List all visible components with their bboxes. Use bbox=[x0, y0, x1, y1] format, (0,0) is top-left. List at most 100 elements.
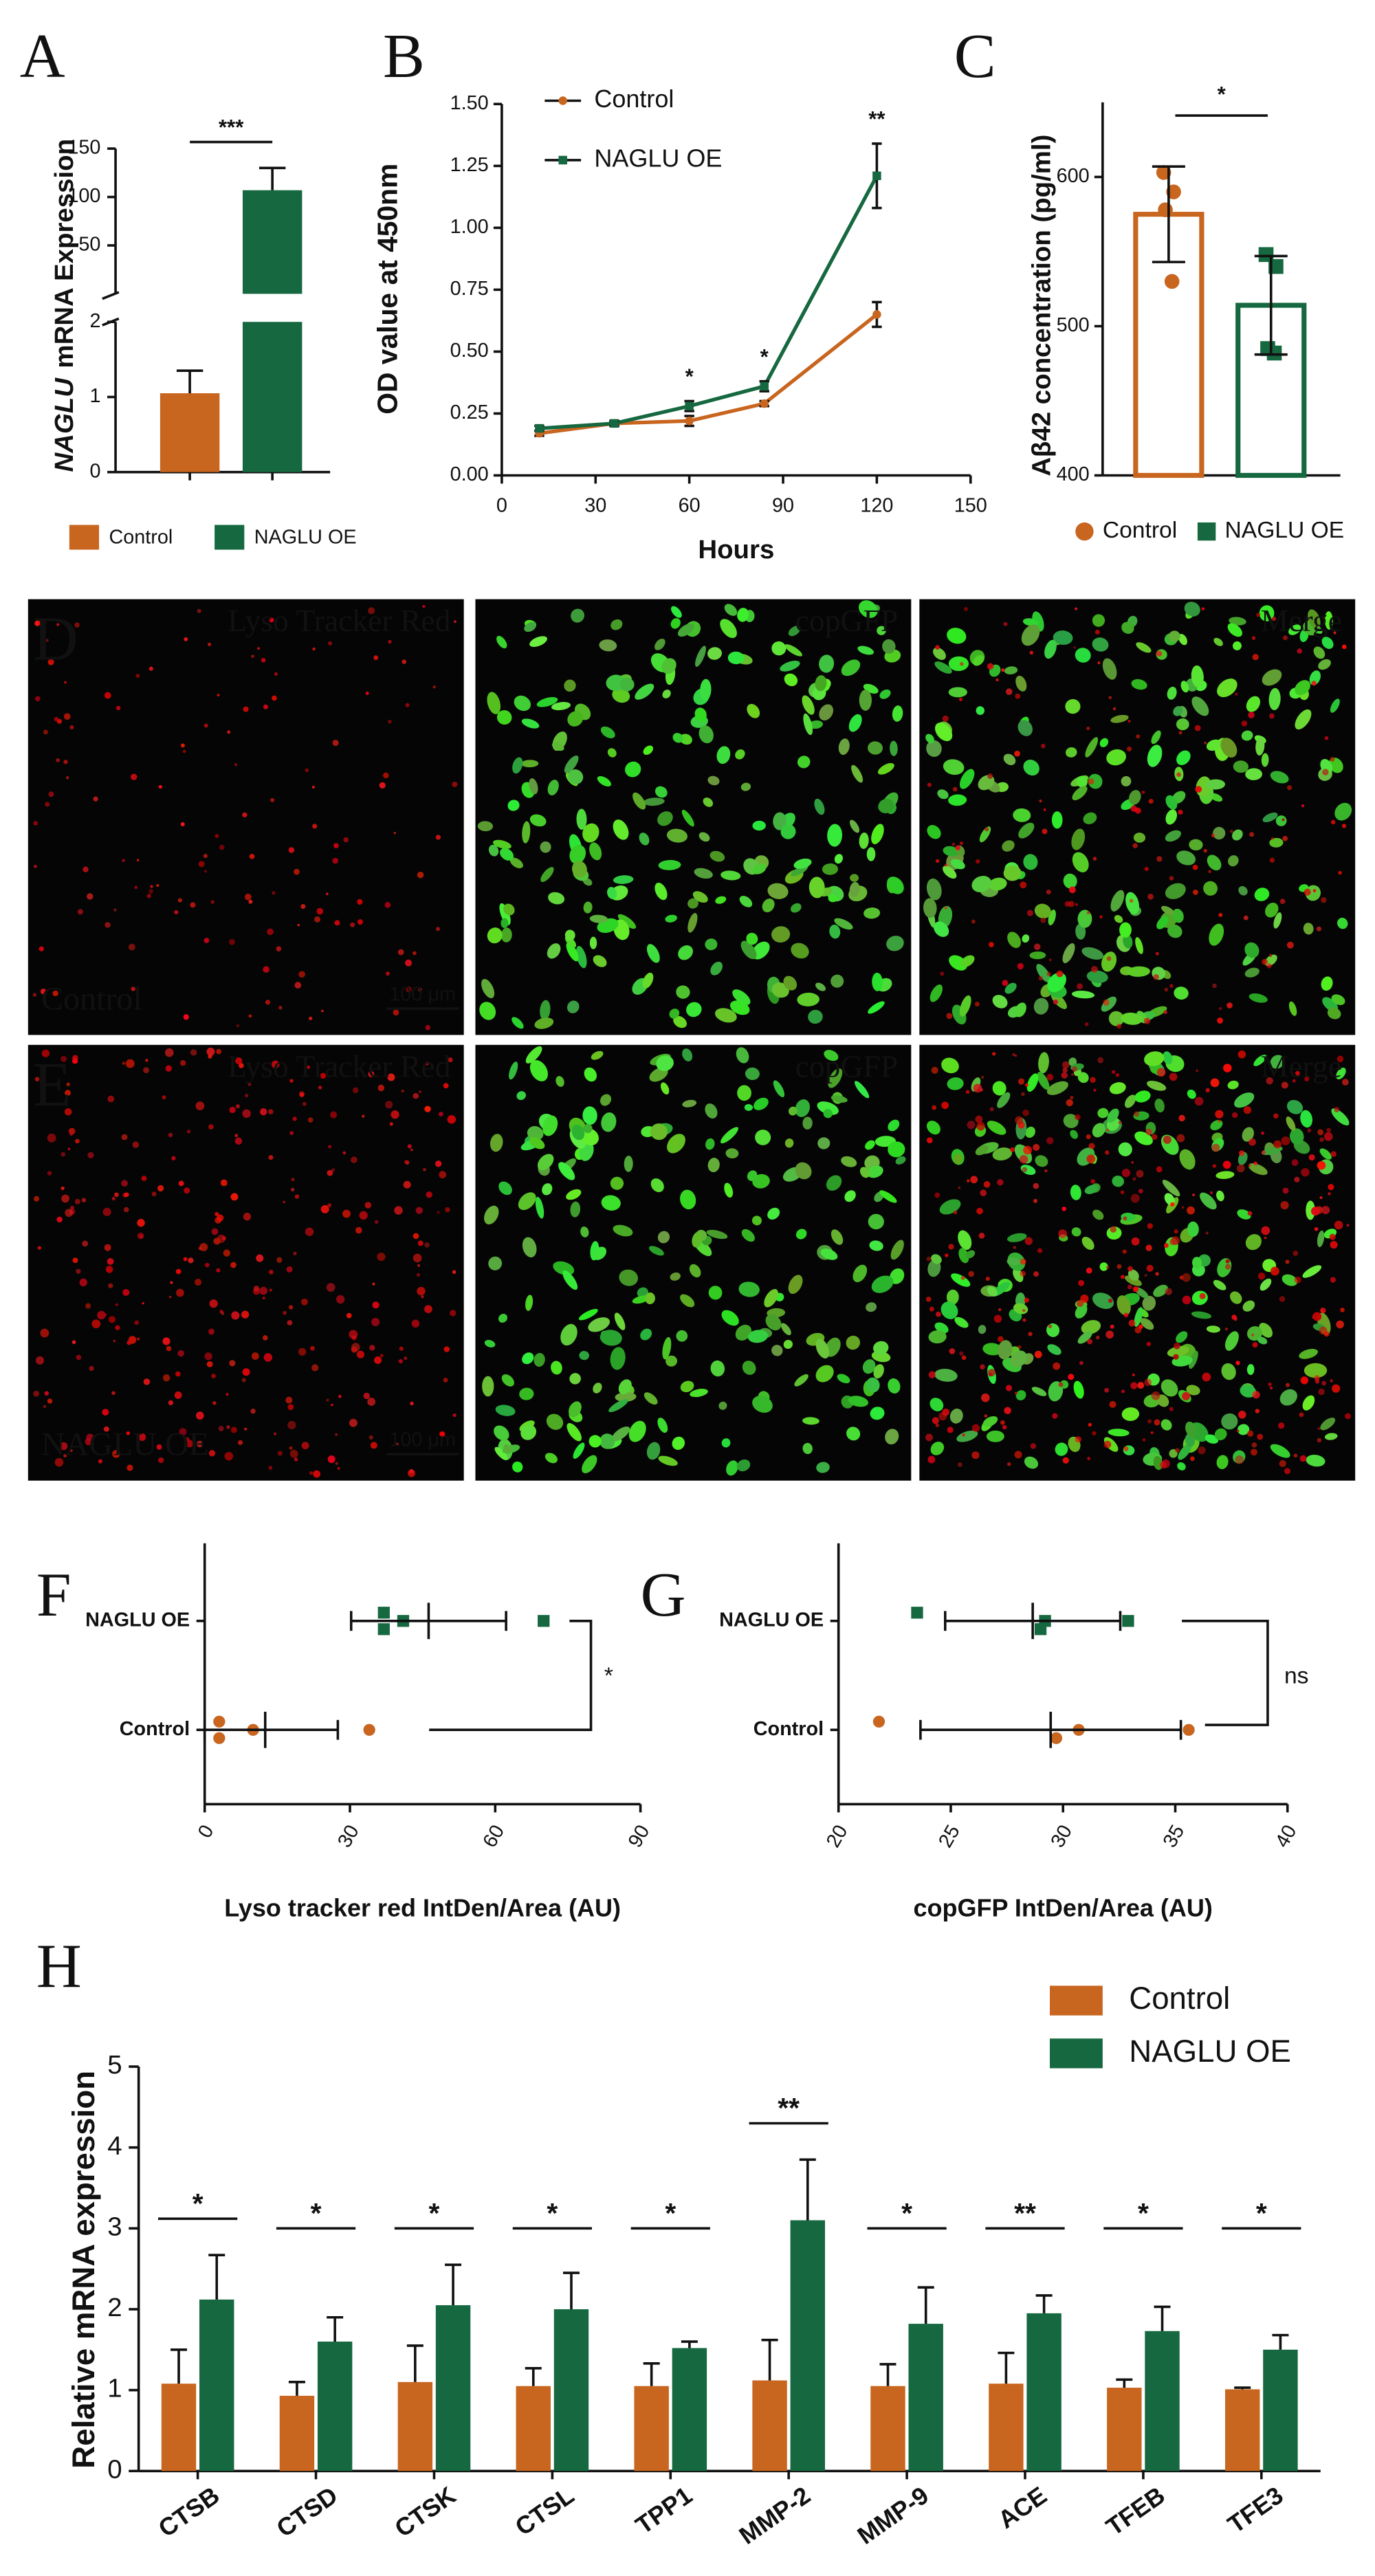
cell bbox=[512, 1017, 524, 1029]
lysosome bbox=[158, 784, 163, 789]
lysosome bbox=[1278, 1422, 1285, 1429]
cell bbox=[946, 1289, 959, 1305]
cell bbox=[721, 1438, 731, 1448]
lysosome bbox=[312, 647, 316, 651]
lysosome bbox=[217, 1214, 224, 1222]
cell bbox=[888, 1141, 905, 1158]
cell bbox=[548, 892, 565, 905]
lysosome bbox=[156, 884, 160, 887]
lysosome bbox=[216, 1268, 221, 1273]
lysosome bbox=[111, 1391, 116, 1395]
cell bbox=[1189, 1350, 1198, 1369]
lysosome bbox=[1010, 1147, 1015, 1152]
cell bbox=[755, 1130, 771, 1145]
cell bbox=[643, 745, 654, 755]
lysosome bbox=[204, 938, 210, 943]
lysosome bbox=[1115, 1073, 1120, 1077]
lysosome bbox=[1022, 1308, 1026, 1312]
cell bbox=[1018, 822, 1035, 839]
cell bbox=[514, 695, 531, 712]
lysosome bbox=[33, 1390, 40, 1397]
lysosome bbox=[32, 993, 37, 997]
panel-letter: H bbox=[36, 1931, 82, 2001]
cell bbox=[1165, 830, 1181, 842]
lysosome bbox=[77, 909, 83, 915]
lysosome bbox=[74, 1198, 80, 1204]
cell bbox=[673, 1015, 687, 1028]
lysosome bbox=[1106, 1330, 1114, 1339]
cell bbox=[694, 707, 707, 722]
cell bbox=[1075, 1303, 1088, 1319]
cell bbox=[582, 1106, 597, 1125]
cell bbox=[705, 938, 718, 951]
cell bbox=[721, 1310, 739, 1326]
lysosome bbox=[195, 1411, 204, 1420]
lysosome bbox=[328, 1145, 332, 1149]
y-axis-title: Aβ42 concentration (pg/ml) bbox=[1027, 135, 1057, 476]
cell bbox=[689, 1264, 701, 1278]
lysosome bbox=[1273, 1113, 1279, 1119]
lysosome bbox=[208, 642, 212, 646]
lysosome bbox=[435, 927, 441, 932]
lysosome bbox=[417, 1273, 421, 1277]
lysosome bbox=[361, 1114, 365, 1118]
lysosome bbox=[69, 1132, 74, 1136]
significance: * bbox=[901, 2197, 912, 2229]
cell bbox=[512, 1461, 523, 1473]
lysosome bbox=[406, 986, 412, 993]
lysosome bbox=[208, 1124, 214, 1130]
lysosome bbox=[1088, 1422, 1092, 1427]
lysosome bbox=[171, 1156, 176, 1160]
cell bbox=[542, 1183, 553, 1196]
lysosome bbox=[148, 666, 153, 671]
lysosome bbox=[1134, 1326, 1142, 1334]
cell bbox=[698, 832, 710, 842]
cell bbox=[1286, 1099, 1304, 1114]
cell bbox=[551, 1361, 562, 1375]
cell bbox=[613, 1224, 633, 1237]
cell bbox=[830, 974, 844, 988]
cell bbox=[1191, 1311, 1212, 1319]
axis-break bbox=[102, 291, 120, 300]
lysosome bbox=[125, 1059, 135, 1068]
cell bbox=[767, 1207, 780, 1220]
lysosome bbox=[1118, 1121, 1122, 1125]
cell bbox=[788, 626, 801, 637]
cell bbox=[707, 647, 722, 660]
lysosome bbox=[142, 1301, 144, 1305]
lysosome bbox=[1122, 1249, 1127, 1254]
lysosome bbox=[1241, 720, 1248, 727]
significance: * bbox=[429, 2197, 440, 2229]
lysosome bbox=[1090, 1077, 1096, 1083]
lysosome bbox=[1116, 1264, 1122, 1269]
cell bbox=[1216, 1190, 1224, 1202]
cell bbox=[1123, 934, 1133, 949]
lysosome bbox=[1041, 743, 1046, 749]
cell bbox=[1259, 605, 1275, 621]
lysosome bbox=[293, 1251, 297, 1255]
lysosome bbox=[98, 1459, 103, 1464]
cell bbox=[934, 1369, 958, 1382]
lysosome bbox=[993, 1314, 1002, 1323]
lysosome bbox=[350, 922, 355, 927]
lysosome bbox=[1326, 1127, 1331, 1133]
cell bbox=[976, 706, 984, 715]
lysosome bbox=[1304, 1077, 1310, 1081]
cell bbox=[589, 936, 597, 949]
y-axis-title: OD value at 450nm bbox=[371, 164, 403, 415]
cell bbox=[1086, 970, 1108, 983]
lysosome bbox=[183, 1257, 188, 1262]
point bbox=[213, 1715, 226, 1728]
lysosome bbox=[137, 1219, 145, 1227]
lysosome bbox=[958, 697, 963, 701]
cell bbox=[692, 891, 708, 903]
lysosome bbox=[1169, 984, 1174, 988]
lysosome bbox=[992, 1052, 996, 1056]
lysosome bbox=[1324, 736, 1329, 740]
cell bbox=[877, 626, 886, 635]
lysosome bbox=[932, 1105, 937, 1110]
lysosome bbox=[1266, 1077, 1273, 1085]
lysosome bbox=[419, 1090, 421, 1093]
cell bbox=[1035, 1155, 1048, 1167]
lysosome bbox=[1268, 954, 1273, 957]
